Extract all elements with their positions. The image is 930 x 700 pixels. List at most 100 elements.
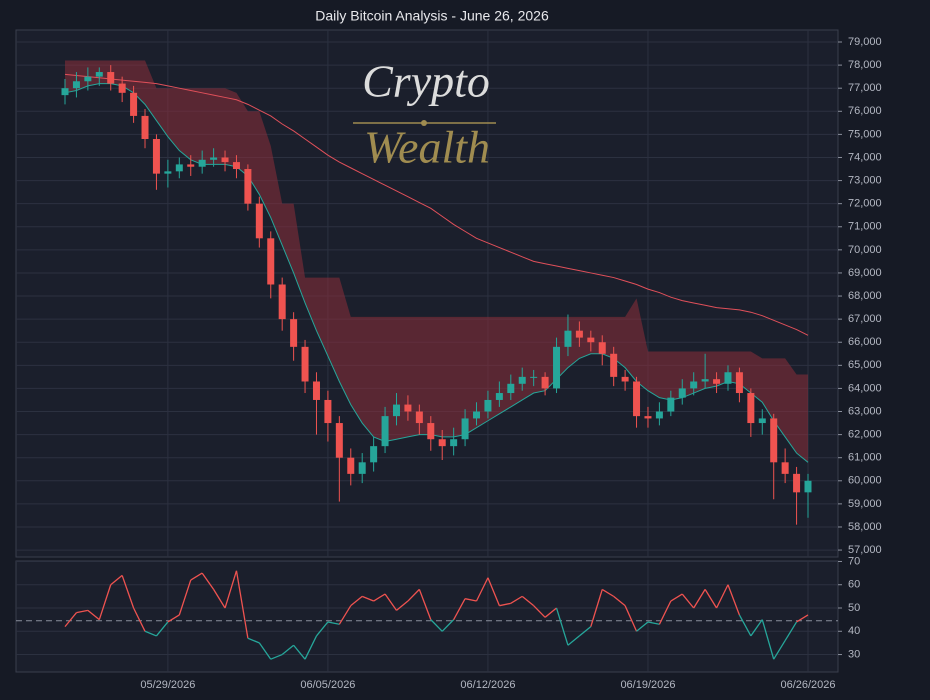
rsi-segment (384, 593, 398, 611)
candle-body (450, 439, 458, 447)
candle-body (232, 162, 240, 170)
candle-body (187, 164, 195, 167)
rsi-segment (418, 589, 432, 620)
band-area (65, 60, 808, 463)
rsi-segment (87, 609, 100, 621)
rsi-segment (681, 593, 695, 609)
rsi-segment (201, 572, 215, 590)
rsi-segment (315, 621, 329, 637)
rsi-segment (270, 653, 283, 660)
rsi-segment (407, 588, 420, 602)
y-tick-label: 66,000 (848, 336, 882, 348)
rsi-panel (15, 560, 839, 673)
y-tick-label: 74,000 (848, 151, 882, 163)
candle-body (335, 423, 343, 458)
candle-body (793, 473, 801, 493)
candle-body (324, 399, 332, 424)
rsi-y-tick-label: 30 (848, 648, 860, 660)
rsi-segment (441, 619, 455, 632)
y-tick-label: 61,000 (848, 452, 882, 464)
rsi-segment (373, 593, 386, 602)
rsi-segment (396, 600, 409, 611)
rsi-segment (121, 575, 135, 609)
candle-body (610, 353, 618, 377)
rsi-y-tick-label: 40 (848, 625, 860, 637)
candle-body (427, 423, 435, 440)
y-tick-label: 63,000 (848, 405, 882, 417)
rsi-segment (350, 595, 363, 607)
candle-body (484, 399, 492, 412)
x-tick-label: 06/26/2026 (780, 679, 835, 691)
rsi-segment (670, 593, 683, 602)
candle-body (713, 379, 721, 384)
candle-body (141, 115, 149, 140)
rsi-segment (510, 595, 523, 604)
x-tick-label: 05/29/2026 (140, 679, 195, 691)
candle-body (84, 76, 92, 82)
y-tick-label: 79,000 (848, 36, 882, 48)
candle-body (553, 346, 561, 389)
rsi-segment (213, 589, 226, 609)
rsi-segment (624, 605, 638, 632)
candle-body (724, 372, 732, 384)
rsi-segment (235, 570, 249, 639)
rsi-segment (464, 598, 477, 602)
candle-body (655, 411, 663, 419)
rsi-segment (796, 614, 809, 623)
rsi-segment (475, 577, 489, 602)
rsi-segment (487, 577, 500, 606)
y-tick-label: 75,000 (848, 128, 882, 140)
watermark-line1: Crypto (362, 56, 490, 107)
y-tick-label: 68,000 (848, 290, 882, 302)
y-tick-label: 65,000 (848, 359, 882, 371)
rsi-segment (453, 598, 466, 620)
candle-body (541, 376, 549, 389)
candle-body (152, 139, 160, 174)
y-tick-label: 73,000 (848, 174, 882, 186)
y-tick-label: 60,000 (848, 475, 882, 487)
watermark-dot (421, 120, 427, 126)
rsi-segment (773, 640, 786, 660)
candle-body (747, 393, 755, 424)
rsi-y-tick-label: 50 (848, 602, 860, 614)
candle-body (587, 337, 595, 343)
rsi-segment (361, 595, 374, 602)
candle-body (267, 238, 275, 285)
rsi-segment (704, 589, 718, 609)
candle-body (72, 81, 80, 89)
candle-body (118, 83, 126, 93)
candle-body (507, 383, 515, 394)
candle-body (621, 376, 629, 382)
candle-body (770, 418, 778, 463)
rsi-segment (190, 572, 203, 581)
candle-body (758, 418, 766, 424)
y-tick-label: 72,000 (848, 198, 882, 210)
candle-body (175, 164, 183, 172)
rsi-segment (727, 584, 741, 616)
rsi-segment (499, 602, 511, 607)
rsi-segment (64, 612, 77, 628)
rsi-segment (544, 607, 557, 618)
candle-body (495, 393, 503, 400)
candle-body (530, 376, 538, 378)
rsi-segment (247, 637, 260, 644)
candle-body (392, 404, 400, 417)
ma-slow-line (64, 73, 809, 336)
rsi-segment (555, 607, 569, 646)
candle-body (301, 346, 309, 382)
y-tick-label: 59,000 (848, 498, 882, 510)
y-tick-label: 78,000 (848, 59, 882, 71)
rsi-segment (715, 584, 729, 609)
candle-body (107, 72, 115, 84)
candle-body (575, 330, 583, 338)
rsi-segment (601, 588, 615, 597)
rsi-segment (98, 584, 112, 620)
candle-body (381, 416, 389, 447)
rsi-segment (578, 626, 592, 637)
candle-body (198, 159, 206, 167)
candle-body (564, 330, 572, 347)
rsi-segment (693, 589, 706, 609)
candle-body (415, 411, 423, 424)
rsi-segment (155, 621, 169, 637)
candle-body (312, 381, 320, 400)
